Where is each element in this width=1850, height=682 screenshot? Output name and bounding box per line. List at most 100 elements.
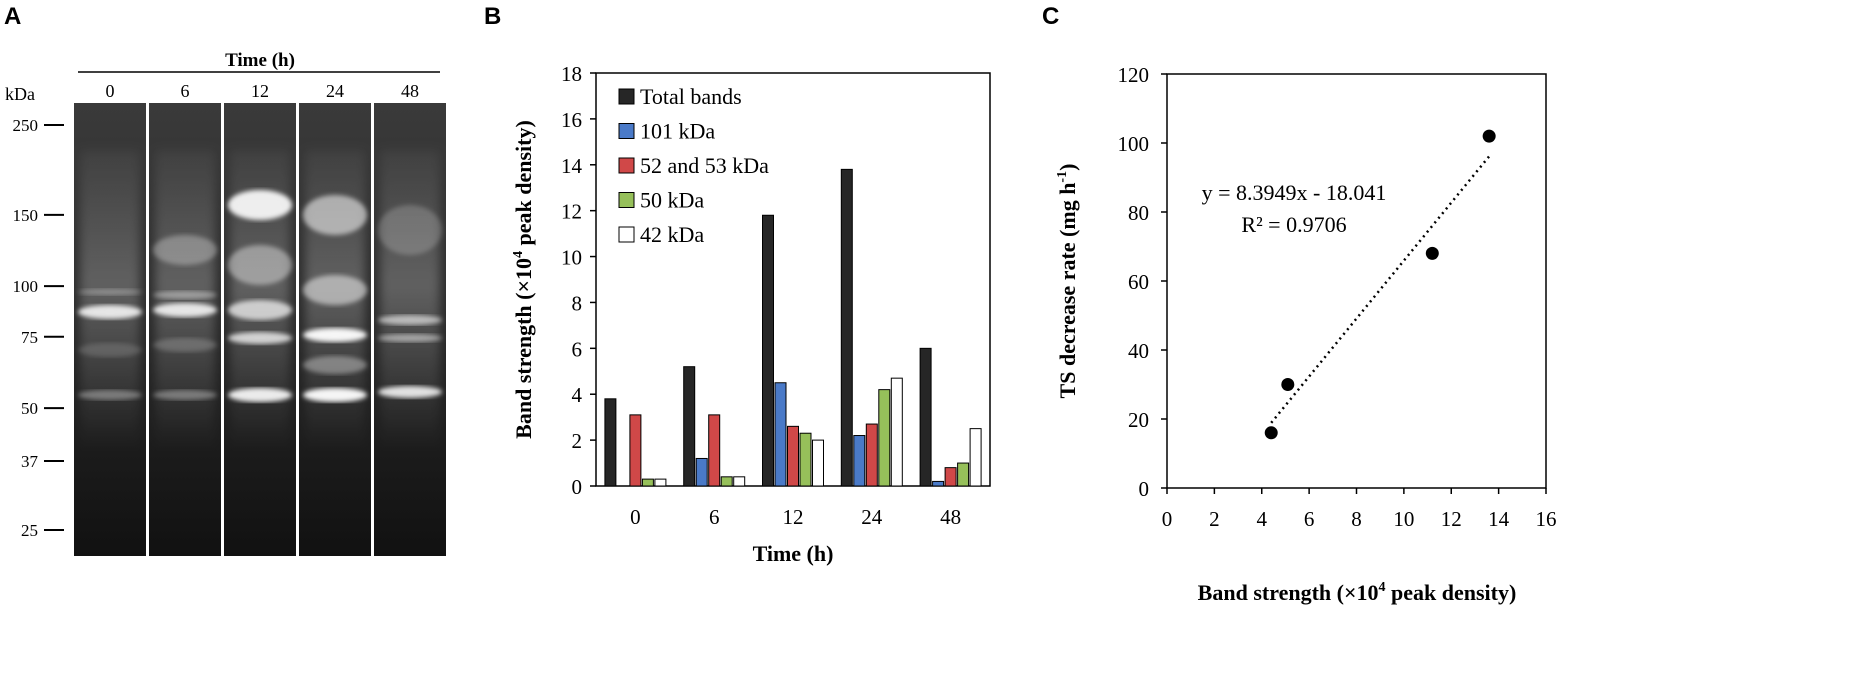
gel-band	[228, 300, 292, 320]
x-tick-label: 16	[1536, 507, 1557, 531]
bar-total	[604, 398, 617, 487]
y-axis-label-part: )	[1055, 164, 1080, 171]
x-tick-label: 4	[1257, 507, 1268, 531]
legend-label: 101 kDa	[640, 119, 715, 144]
legend-label: 50 kDa	[640, 188, 704, 213]
panel-a: A Time (h) kDa 0 6 12 24 48 2501501007550372…	[4, 3, 446, 556]
bar-total	[840, 168, 853, 487]
x-tick-label: 24	[861, 505, 883, 529]
gel-band	[153, 390, 217, 400]
gel-lane	[299, 103, 371, 556]
bar-kda42	[969, 428, 982, 487]
y-tick-label: 0	[1139, 477, 1150, 501]
gel-band	[78, 289, 142, 295]
regression-equation: y = 8.3949x - 18.041	[1202, 180, 1387, 205]
y-axis-label-tail: peak density)	[511, 120, 536, 251]
gel-marker-label: 37	[21, 452, 39, 471]
bar-kda52	[787, 425, 799, 487]
gel-lane-label: 24	[326, 81, 344, 101]
gel-marker-label: 100	[13, 277, 39, 296]
y-axis-label: Band strength (×104 peak density)	[511, 120, 536, 439]
bar-kda52	[944, 467, 957, 487]
gel-band	[378, 315, 442, 325]
gel-band	[78, 390, 142, 400]
gel-band	[228, 332, 292, 344]
gel-marker-label: 75	[21, 328, 38, 347]
gel-lane	[74, 103, 146, 556]
gel-marker-label: 150	[13, 206, 39, 225]
legend-swatch	[618, 157, 635, 174]
bar-kda42	[890, 377, 903, 487]
x-tick-label: 12	[1441, 507, 1462, 531]
x-tick-label: 0	[1162, 507, 1173, 531]
gel-lane	[149, 103, 221, 556]
gel-band	[378, 386, 442, 398]
y-axis-label-main: Band strength (×10	[511, 258, 536, 439]
gel-lane-label: 0	[106, 81, 115, 101]
bar-total	[683, 366, 696, 487]
y-axis-label-part: TS decrease rate (mg h	[1055, 183, 1080, 399]
bar-kda52	[629, 414, 642, 487]
bar-kda101	[695, 457, 708, 487]
gel-band	[303, 275, 367, 305]
bar-kda50	[878, 389, 891, 487]
gel-band	[378, 205, 442, 255]
x-axis-label-part: 10	[1357, 580, 1379, 605]
y-tick-label: 60	[1128, 270, 1149, 294]
x-tick-label: 8	[1351, 507, 1362, 531]
gel-lane-label: 12	[251, 81, 269, 101]
data-point	[1482, 129, 1496, 143]
bar-kda50	[799, 432, 812, 487]
bar-total	[762, 214, 774, 487]
gel-marker-ladder: 250 150 100 75 50 37 25	[13, 116, 64, 540]
x-axis-label: Band strength (×104 peak density)	[1198, 580, 1517, 605]
y-tick-label: 14	[561, 154, 583, 178]
y-axis-label-part: -1	[1055, 171, 1070, 183]
y-tick-label: 100	[1118, 132, 1150, 156]
x-tick-label: 48	[940, 505, 961, 529]
y-tick-label: 40	[1128, 339, 1149, 363]
x-tick-label: 6	[1304, 507, 1315, 531]
gel-time-header: Time (h)	[225, 50, 295, 71]
x-axis-label-part: peak density)	[1386, 580, 1517, 605]
r-squared: R² = 0.9706	[1241, 212, 1346, 237]
y-tick-label: 0	[572, 475, 583, 499]
legend-label: 52 and 53 kDa	[640, 153, 769, 178]
gel-band	[153, 303, 217, 317]
bar-kda50	[720, 476, 733, 487]
gel-lane	[374, 103, 446, 556]
bar-kda50	[957, 462, 970, 487]
bar-kda101	[932, 480, 945, 487]
y-axis-label-superscript: 4	[511, 251, 526, 258]
y-tick-label: 2	[572, 429, 583, 453]
y-tick-label: 120	[1118, 63, 1150, 87]
gel-marker-label: 25	[21, 521, 38, 540]
gel-smear	[155, 150, 215, 450]
x-axis-label: Time (h)	[753, 541, 834, 566]
y-tick-label: 18	[561, 62, 582, 86]
y-tick-label: 12	[561, 200, 582, 224]
x-axis-label-part: ×	[1344, 580, 1357, 605]
gel-band	[78, 305, 142, 319]
bar-kda52	[708, 414, 721, 487]
bar-kda101	[774, 382, 787, 487]
gel-smear	[380, 150, 440, 450]
gel-lane-label: 48	[401, 81, 419, 101]
gel-band	[303, 195, 367, 235]
gel-unit-label: kDa	[5, 84, 35, 104]
x-tick-label: 0	[630, 505, 641, 529]
x-tick-label: 10	[1393, 507, 1414, 531]
gel-band	[228, 245, 292, 285]
x-tick-label: 14	[1488, 507, 1510, 531]
bar-kda42	[733, 476, 746, 487]
x-tick-label: 2	[1209, 507, 1220, 531]
bar-kda50	[641, 478, 654, 487]
x-tick-label: 6	[709, 505, 720, 529]
legend-label: 42 kDa	[640, 222, 704, 247]
gel-band	[303, 356, 367, 374]
y-tick-label: 8	[572, 291, 583, 315]
gel-band	[78, 343, 142, 357]
